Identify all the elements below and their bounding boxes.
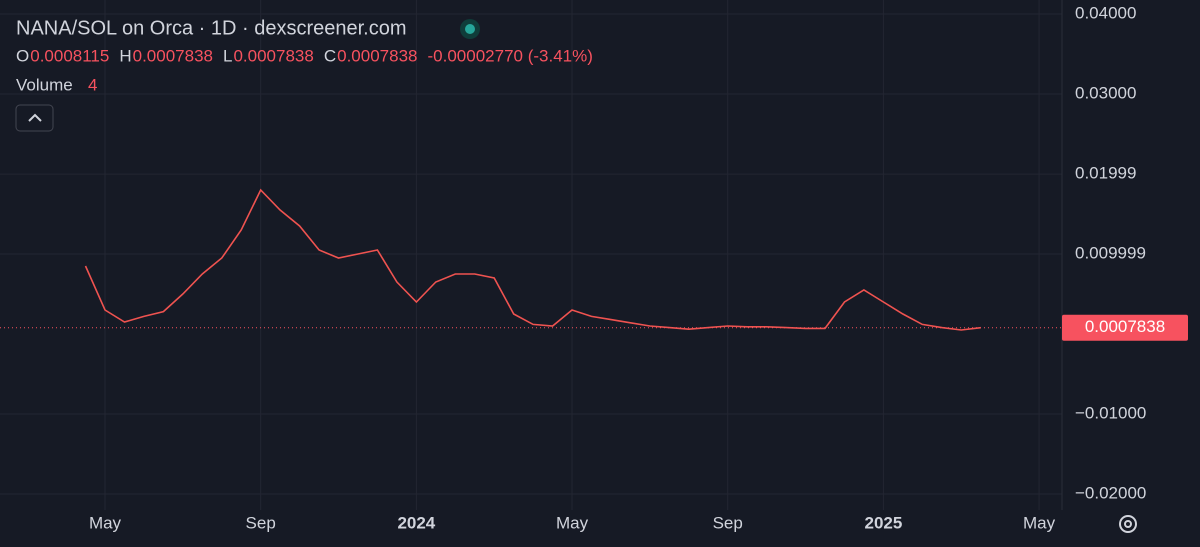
x-tick-label: May [1023,513,1056,532]
ohlc-key: L [223,46,232,65]
ohlc-value: 0.0008115 [30,46,109,65]
ohlc-legend: O 0.0008115 H 0.0007838 L 0.0007838 C 0.0007838… [16,46,593,65]
y-tick-label: 0.04000 [1075,3,1136,22]
x-tick-label: Sep [713,513,743,532]
x-tick-label: Sep [246,513,276,532]
y-tick-label: −0.01000 [1075,403,1146,422]
ohlc-change: -0.00002770 (-3.41%) [428,46,593,65]
y-tick-label: −0.02000 [1075,483,1146,502]
volume-label: Volume [16,75,73,94]
last-price-box [1062,314,1188,341]
plot [0,188,1062,331]
collapse-button[interactable] [15,104,54,132]
last-price-label: 0.0007838 [1085,317,1165,336]
ohlc-key: H [119,46,131,65]
x-tick-label: 2024 [397,513,435,532]
ohlc-value: 0.0007838 [133,46,213,65]
ohlc-key: C [324,46,336,65]
collapse-icon [28,113,42,122]
chart-title: NANA/SOL on Orca · 1D · dexscreener.com [16,17,407,39]
settings-gear [1119,515,1137,533]
settings-hub [1124,520,1132,528]
ohlc-key: O [16,46,29,65]
y-tick-label: 0.01999 [1075,164,1136,183]
x-tick-label: May [556,513,589,532]
ohlc-value: 0.0007838 [337,46,417,65]
status-dot [465,24,475,34]
y-tick-label: 0.009999 [1075,243,1146,262]
price-line [84,188,981,331]
x-tick-label: May [89,513,122,532]
y-tick-label: 0.03000 [1075,83,1136,102]
grid [0,0,1062,510]
ohlc-value: 0.0007838 [233,46,313,65]
volume-value: 4 [88,75,97,94]
x-tick-label: 2025 [864,513,902,532]
settings-button[interactable] [1119,515,1137,533]
